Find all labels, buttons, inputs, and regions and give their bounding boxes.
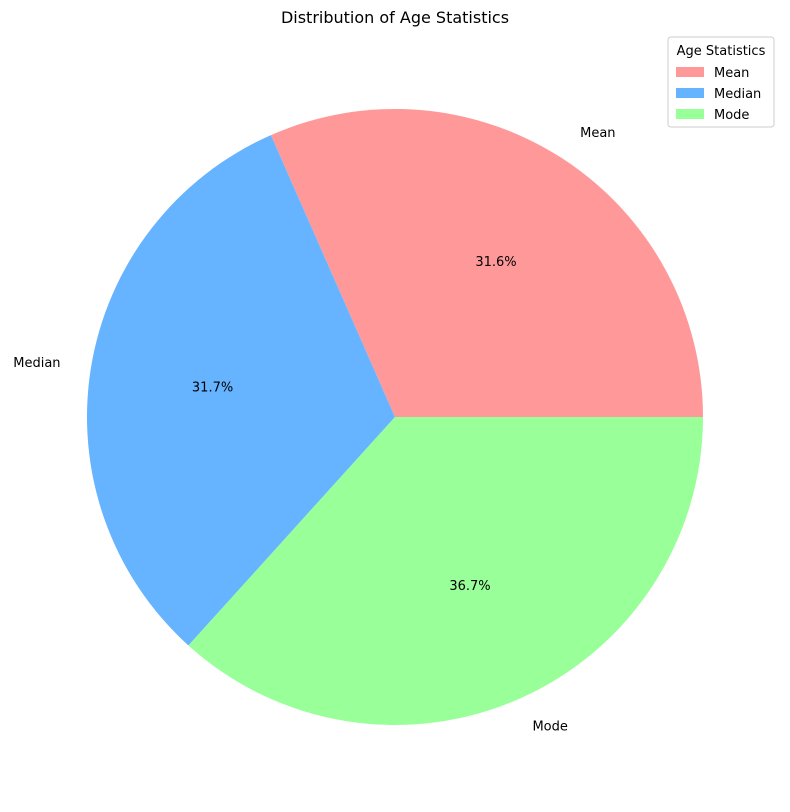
legend-swatch-mean <box>676 67 704 77</box>
slice-label-mode: Mode <box>532 720 567 735</box>
percent-label-mean: 31.6% <box>475 255 516 270</box>
legend-frame <box>667 36 775 128</box>
pie-slice-mean <box>270 109 703 417</box>
legend-swatch-median <box>676 88 704 98</box>
legend-swatch-mode <box>676 109 704 119</box>
percent-labels: 31.6% 31.7% 36.7% <box>192 255 517 594</box>
legend-label-mean: Mean <box>714 66 749 81</box>
percent-label-mode: 36.7% <box>449 579 490 594</box>
pie-slices <box>86 109 704 726</box>
slice-labels: Mean Median Mode <box>13 126 615 734</box>
legend: Age Statistics Mean Median Mode <box>667 36 775 128</box>
chart-title: Distribution of Age Statistics <box>281 8 509 27</box>
pie-slice-median <box>86 135 395 646</box>
slice-label-median: Median <box>13 356 60 371</box>
slice-label-mean: Mean <box>580 126 615 141</box>
legend-label-median: Median <box>714 87 761 102</box>
percent-label-median: 31.7% <box>192 381 233 396</box>
legend-label-mode: Mode <box>714 108 749 123</box>
legend-entries: Mean Median Mode <box>676 66 761 123</box>
pie-slice-mode <box>188 417 704 726</box>
legend-title: Age Statistics <box>677 44 766 59</box>
